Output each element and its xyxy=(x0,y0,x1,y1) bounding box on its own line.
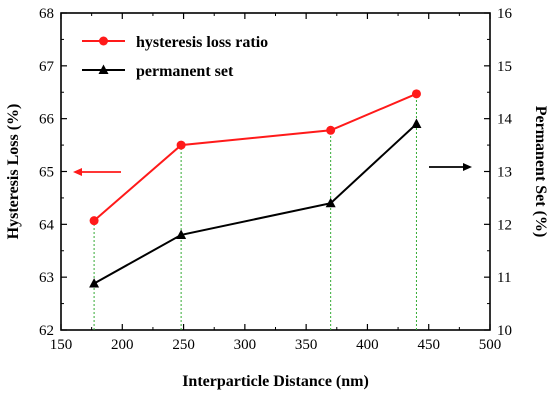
legend-marker-hysteresis xyxy=(99,36,108,46)
legend: hysteresis loss ratio permanent set xyxy=(82,34,268,80)
data-point-hysteresis xyxy=(411,89,421,99)
plot-border xyxy=(60,12,491,331)
y-left-tick-label: 63 xyxy=(39,270,54,286)
guide-lines xyxy=(93,93,417,330)
axis-arrows xyxy=(73,163,472,176)
y-right-tick-label: 16 xyxy=(497,6,513,22)
x-tick-label: 500 xyxy=(479,337,502,353)
x-tick-label: 350 xyxy=(295,337,318,353)
series-line-permanent-set xyxy=(93,123,418,285)
data-point-permanent-set xyxy=(89,278,100,288)
legend-label-permanent-set: permanent set xyxy=(136,63,234,80)
y-right-tick-label: 12 xyxy=(497,217,512,233)
legend-marker-permanent-set xyxy=(98,64,109,74)
legend-item-hysteresis: hysteresis loss ratio xyxy=(82,34,268,51)
y-right-tick-label: 14 xyxy=(497,112,513,128)
x-tick-label: 150 xyxy=(50,337,73,353)
data-point-hysteresis xyxy=(326,125,336,135)
plot-frame xyxy=(60,12,491,331)
tick-labels: 150 200 250 300 350 400 450 500 62 63 64 65 66 67 68 10… xyxy=(39,6,513,353)
data-point-permanent-set xyxy=(325,197,336,208)
data-point-hysteresis xyxy=(176,140,186,150)
y-left-tick-label: 68 xyxy=(39,6,54,22)
x-tick-label: 250 xyxy=(172,337,195,353)
x-tick-label: 450 xyxy=(417,337,440,353)
y-right-tick-label: 13 xyxy=(497,165,512,181)
legend-label-hysteresis: hysteresis loss ratio xyxy=(136,34,268,51)
y-left-tick-label: 62 xyxy=(39,323,54,339)
y-left-tick-label: 65 xyxy=(39,165,54,181)
series-line-hysteresis xyxy=(93,92,417,222)
data-point-hysteresis xyxy=(89,216,99,226)
x-tick-label: 300 xyxy=(234,337,257,353)
left-arrow-head xyxy=(73,168,82,176)
y-left-tick-label: 64 xyxy=(39,217,55,233)
data-point-permanent-set xyxy=(176,229,187,239)
legend-item-permanent-set: permanent set xyxy=(82,63,234,80)
x-tick-label: 400 xyxy=(356,337,379,353)
axis-ticks xyxy=(60,12,491,331)
series-layer xyxy=(89,89,422,288)
y-right-tick-label: 10 xyxy=(497,323,512,339)
x-tick-label: 200 xyxy=(111,337,134,353)
y-right-tick-label: 11 xyxy=(497,270,511,286)
y-left-tick-label: 66 xyxy=(39,112,55,128)
y-left-tick-label: 67 xyxy=(39,59,55,75)
y-axis-left-title: Hysteresis Loss (%) xyxy=(5,104,22,240)
right-arrow-head xyxy=(463,163,472,171)
x-axis-title: Interparticle Distance (nm) xyxy=(182,373,369,390)
data-point-permanent-set xyxy=(411,118,422,128)
y-axis-right-title: Permanent Set (%) xyxy=(532,106,549,238)
y-right-tick-label: 15 xyxy=(497,59,512,75)
